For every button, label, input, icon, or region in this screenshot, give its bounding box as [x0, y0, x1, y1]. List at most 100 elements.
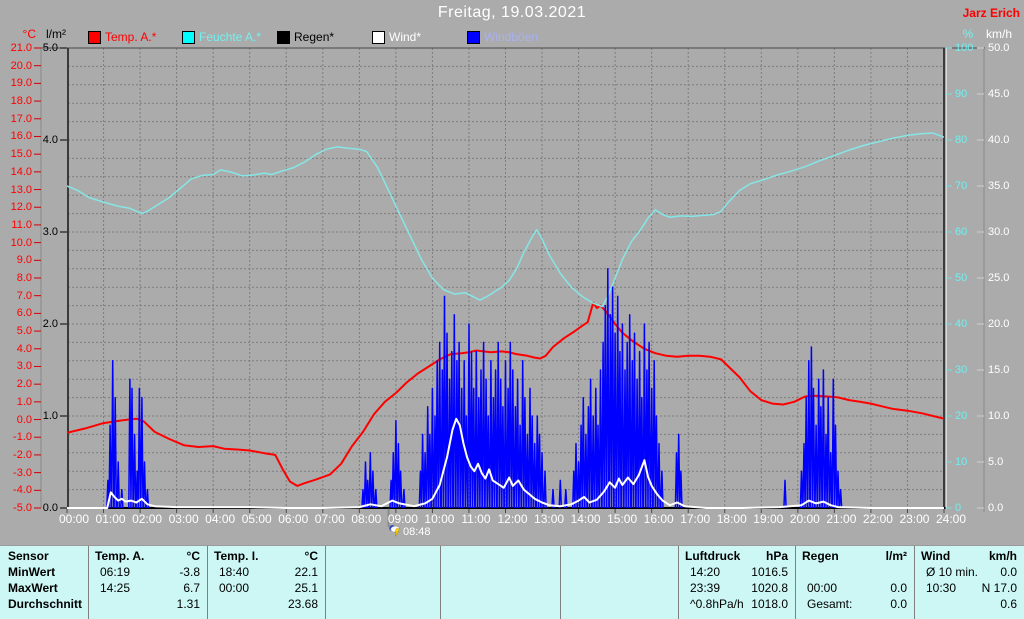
humidity-axis-tick: 90 [955, 88, 968, 100]
legend-swatch-icon [277, 31, 290, 44]
humidity-axis-tick: 30 [955, 364, 968, 376]
series-windben [106, 268, 843, 509]
rain-axis-tick: 2.0 [42, 318, 58, 330]
table-cell-time: 06:19 [100, 565, 131, 579]
temp-axis-tick: 5.0 [16, 325, 32, 338]
temp-axis-tick: 4.0 [16, 342, 32, 355]
humidity-axis-tick: 10 [955, 456, 968, 468]
temp-axis-tick: 14.0 [10, 165, 32, 178]
x-axis-tick: 09:00 [387, 512, 418, 526]
x-axis-tick: 14:00 [570, 512, 601, 526]
table-cell-value: 0.0 [890, 581, 907, 595]
legend-swatch-icon [88, 31, 101, 44]
rain-axis-tick: 1.0 [42, 410, 58, 422]
wind-axis-tick: 25.0 [988, 272, 1010, 284]
table-cell-value: 1018.0 [751, 597, 788, 611]
table-cell-value: 0.0 [1000, 565, 1017, 579]
x-axis-tick: 02:00 [132, 512, 163, 526]
page-title: Freitag, 19.03.2021 [437, 4, 587, 21]
temp-axis-tick: 20.0 [10, 59, 32, 72]
temp-axis-tick: 21.0 [10, 42, 32, 54]
table-col-header: Temp. I. [214, 549, 259, 563]
wind-axis-tick: 35.0 [988, 180, 1010, 192]
temp-axis-tick: -2.0 [13, 448, 32, 461]
x-axis-tick: 16:00 [643, 512, 674, 526]
table-cell-time: 18:40 [219, 565, 250, 579]
temp-axis-tick: -1.0 [13, 431, 32, 444]
chart-plot-area[interactable] [0, 0, 1024, 545]
humidity-axis-tick: 60 [955, 226, 968, 238]
wind-axis-tick: 40.0 [988, 134, 1010, 146]
table-column-divider [795, 546, 796, 619]
temp-axis-unit: °C [22, 27, 36, 41]
legend-swatch-icon [467, 31, 480, 44]
legend-item-label: Feuchte A.* [199, 30, 262, 44]
x-axis-tick: 06:00 [278, 512, 309, 526]
x-axis-tick: 20:00 [789, 512, 820, 526]
table-col-header: Regen [802, 549, 839, 563]
table-column-divider [678, 546, 679, 619]
rain-axis-unit: l/m² [46, 27, 66, 41]
rain-axis-tick: 3.0 [42, 226, 58, 238]
table-cell-value: -3.8 [179, 565, 200, 579]
table-cell-value: 1016.5 [751, 565, 788, 579]
table-cell-time: 14:20 [690, 565, 721, 579]
temp-axis-tick: 7.0 [16, 289, 32, 302]
x-axis-tick: 18:00 [716, 512, 747, 526]
x-axis-tick: 12:00 [497, 512, 528, 526]
table-cell-time: 10:30 [926, 581, 957, 595]
table-col-header: Temp. A. [95, 549, 145, 563]
table-col-unit: hPa [765, 549, 788, 563]
table-cell-value: 6.7 [183, 581, 200, 595]
wind-axis-tick: 15.0 [988, 364, 1010, 376]
table-col-header: Wind [921, 549, 951, 563]
table-col-unit: °C [186, 549, 200, 563]
series-feuchtea [67, 132, 944, 308]
table-column-divider [207, 546, 208, 619]
temp-axis-tick: 6.0 [16, 307, 32, 320]
station-owner-label: Jarz Erich [962, 6, 1020, 20]
legend-item-label: Temp. A.* [105, 30, 157, 44]
humidity-axis-tick: 80 [955, 134, 968, 146]
table-cell-value: 1.31 [176, 597, 200, 611]
legend-item-label: Windböen [484, 30, 539, 44]
legend-swatch-icon [182, 31, 195, 44]
humidity-axis-tick: 70 [955, 180, 968, 192]
table-cell-time: 00:00 [219, 581, 250, 595]
x-axis-tick: 11:00 [461, 512, 491, 526]
table-cell-value: 0.0 [890, 597, 907, 611]
rain-axis-tick: 0.0 [42, 502, 58, 514]
table-col-unit: l/m² [885, 549, 907, 563]
wind-axis-tick: 20.0 [988, 318, 1010, 330]
humidity-axis-tick: 100 [955, 42, 974, 54]
series-tempa [67, 301, 944, 487]
table-column-divider [560, 546, 561, 619]
rain-axis-tick: 4.0 [42, 134, 58, 146]
table-col-unit: °C [304, 549, 318, 563]
rain-axis-tick: 5.0 [42, 42, 58, 54]
table-col-header: Luftdruck [685, 549, 741, 563]
temp-axis-tick: 9.0 [16, 254, 32, 267]
table-cell-value: 23.68 [287, 597, 318, 611]
table-row-label: Durchschnitt [8, 597, 83, 611]
temp-axis-tick: 19.0 [10, 77, 32, 90]
table-column-divider [325, 546, 326, 619]
temp-axis-tick: 16.0 [10, 130, 32, 143]
table-cell-value: 25.1 [294, 581, 318, 595]
event-time-label: 08:48 [403, 526, 431, 538]
table-cell-time: ^0.8hPa/h [690, 597, 744, 611]
table-cell-time: 14:25 [100, 581, 131, 595]
temp-axis-tick: -4.0 [13, 484, 32, 497]
x-axis-tick: 10:00 [424, 512, 455, 526]
x-axis-tick: 05:00 [241, 512, 272, 526]
temp-axis-tick: 17.0 [10, 112, 32, 125]
table-col-unit: km/h [988, 549, 1017, 563]
humidity-axis-tick: 0 [955, 502, 962, 514]
legend-item-label: Regen* [294, 30, 335, 44]
table-column-divider [440, 546, 441, 619]
table-cell-time: Gesamt: [807, 597, 853, 611]
table-column-divider [914, 546, 915, 619]
x-axis-tick: 17:00 [680, 512, 711, 526]
table-cell-value: N 17.0 [981, 581, 1017, 595]
